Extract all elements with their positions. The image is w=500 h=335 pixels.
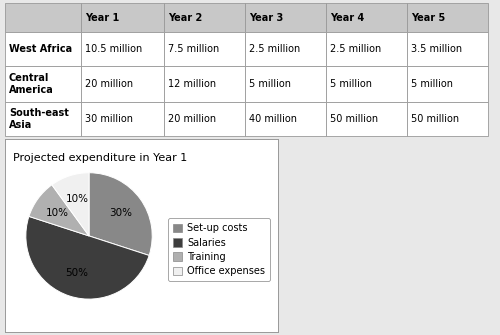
Bar [407, 32, 488, 66]
Text: West Africa: West Africa [9, 44, 72, 54]
Bar [245, 32, 326, 66]
Bar [326, 66, 407, 102]
Bar [407, 102, 488, 136]
Text: Year 5: Year 5 [410, 13, 445, 22]
Bar [81, 102, 164, 136]
Wedge shape [89, 173, 152, 256]
Bar [326, 102, 407, 136]
Text: 50%: 50% [66, 268, 88, 278]
Text: 5 million: 5 million [330, 79, 372, 89]
Text: 5 million: 5 million [249, 79, 291, 89]
Text: Year 2: Year 2 [168, 13, 202, 22]
Text: 2.5 million: 2.5 million [249, 44, 300, 54]
Text: 7.5 million: 7.5 million [168, 44, 220, 54]
Bar [164, 66, 245, 102]
Text: Year 3: Year 3 [249, 13, 284, 22]
Bar [245, 3, 326, 32]
Text: South-east
Asia: South-east Asia [9, 108, 69, 130]
Bar [81, 66, 164, 102]
Bar [81, 3, 164, 32]
Bar [81, 32, 164, 66]
Bar [326, 32, 407, 66]
Text: 10%: 10% [46, 208, 69, 218]
Legend: Set-up costs, Salaries, Training, Office expenses: Set-up costs, Salaries, Training, Office… [168, 218, 270, 281]
Text: 50 million: 50 million [410, 114, 459, 124]
Bar [245, 66, 326, 102]
Text: 30 million: 30 million [85, 114, 133, 124]
Bar [407, 66, 488, 102]
Text: 30%: 30% [109, 208, 132, 218]
Text: 20 million: 20 million [85, 79, 133, 89]
Text: Projected expenditure in Year 1: Projected expenditure in Year 1 [13, 152, 188, 162]
Bar [407, 3, 488, 32]
Bar [245, 102, 326, 136]
Text: 12 million: 12 million [168, 79, 216, 89]
Text: 5 million: 5 million [410, 79, 453, 89]
Wedge shape [26, 216, 149, 299]
Text: 20 million: 20 million [168, 114, 216, 124]
Wedge shape [29, 185, 89, 236]
Bar [326, 3, 407, 32]
Bar [5, 66, 81, 102]
Text: 50 million: 50 million [330, 114, 378, 124]
Bar [5, 3, 81, 32]
Wedge shape [52, 173, 89, 236]
Text: Central
America: Central America [9, 73, 54, 95]
Text: 2.5 million: 2.5 million [330, 44, 381, 54]
Text: 10%: 10% [66, 194, 88, 204]
Bar [164, 3, 245, 32]
Text: Year 4: Year 4 [330, 13, 364, 22]
Bar [5, 32, 81, 66]
Text: 3.5 million: 3.5 million [410, 44, 462, 54]
Bar [164, 102, 245, 136]
Text: 10.5 million: 10.5 million [85, 44, 142, 54]
Text: Year 1: Year 1 [85, 13, 119, 22]
Text: 40 million: 40 million [249, 114, 297, 124]
Bar [5, 102, 81, 136]
Bar [164, 32, 245, 66]
